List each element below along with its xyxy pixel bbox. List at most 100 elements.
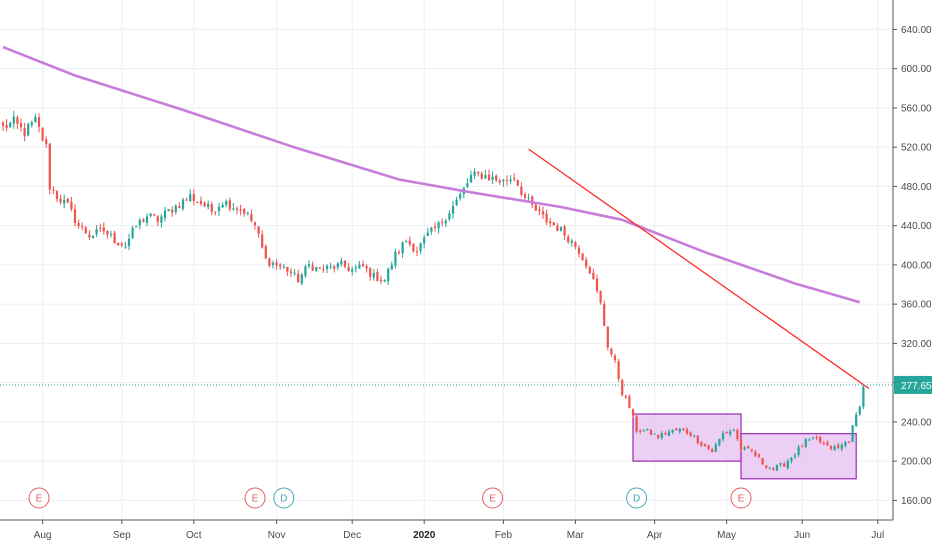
candle	[509, 175, 512, 185]
candle-body	[426, 232, 429, 237]
candle-body	[721, 433, 725, 440]
candle	[153, 213, 156, 217]
moving-average-line	[2, 45, 861, 304]
candle	[541, 206, 545, 220]
candle	[113, 230, 116, 244]
candle-body	[603, 303, 606, 326]
x-tick-label: Aug	[34, 530, 52, 541]
candle-body	[347, 267, 350, 271]
candle-body	[203, 202, 206, 207]
candle	[585, 256, 588, 269]
candle	[232, 202, 235, 212]
candle	[354, 264, 357, 273]
candle	[451, 200, 455, 219]
candle	[135, 225, 138, 228]
candle-body	[685, 429, 689, 434]
candle	[736, 428, 739, 441]
candle	[822, 441, 825, 446]
x-axis[interactable]: Aug Sep Oct Nov Dec 2020 Feb Mar Apr May Jun Jul	[0, 519, 893, 550]
earnings-marker[interactable]: E	[244, 487, 266, 509]
candle-body	[153, 214, 156, 216]
y-tick-label: 240.00	[901, 417, 932, 428]
candle-body	[376, 272, 379, 282]
candle-body	[570, 240, 573, 243]
candle	[513, 173, 516, 182]
candle-body	[52, 189, 55, 191]
candle	[394, 248, 397, 269]
earnings-marker[interactable]: E	[730, 487, 752, 509]
candle-body	[135, 225, 138, 228]
candle-body	[261, 234, 264, 248]
last-price-label: 277.65	[901, 381, 932, 392]
candle-body	[671, 429, 674, 433]
candle-body	[786, 460, 789, 469]
x-tick-label: Mar	[567, 530, 585, 541]
y-axis[interactable]: 160.00200.00240.00280.00320.00360.00400.…	[892, 0, 932, 550]
candle	[574, 240, 577, 250]
candle-body	[844, 442, 847, 446]
candle	[703, 443, 707, 447]
candle	[851, 425, 854, 443]
candle	[372, 268, 375, 281]
candle-body	[253, 222, 257, 226]
dividend-marker[interactable]: D	[626, 487, 648, 509]
candle-body	[217, 206, 221, 212]
candle	[567, 234, 570, 244]
candle	[721, 430, 725, 442]
candle	[603, 300, 606, 327]
x-tick-label: Oct	[186, 530, 202, 541]
candle	[545, 209, 548, 226]
candle-body	[793, 455, 797, 457]
candle-body	[613, 355, 617, 361]
candle	[12, 110, 15, 129]
candle-body	[707, 445, 710, 449]
candle	[325, 263, 329, 274]
candle	[221, 202, 224, 209]
candle-body	[513, 178, 516, 180]
candle-body	[797, 447, 800, 455]
candle-body	[646, 428, 649, 431]
earnings-marker[interactable]: E	[482, 487, 504, 509]
candle-body	[394, 251, 397, 266]
candle	[847, 440, 851, 444]
candle	[99, 223, 102, 233]
candle-body	[264, 246, 267, 259]
candle-body	[491, 176, 494, 180]
dividend-marker[interactable]: D	[273, 487, 295, 509]
candle	[520, 182, 523, 197]
candle-body	[297, 273, 300, 283]
candle	[361, 260, 365, 267]
candle-body	[99, 227, 102, 229]
candle-body	[45, 139, 48, 144]
candle	[59, 194, 62, 205]
earnings-marker[interactable]: E	[28, 487, 50, 509]
candle	[743, 446, 746, 451]
candle	[581, 252, 584, 262]
candle-body	[30, 122, 33, 126]
candle	[66, 197, 69, 204]
candle-body	[653, 433, 656, 435]
candle	[41, 127, 44, 142]
candle-body	[559, 227, 563, 231]
candle	[293, 269, 296, 276]
candle-body	[318, 267, 321, 269]
candle	[606, 326, 609, 351]
candle	[376, 268, 379, 282]
candle-body	[304, 266, 307, 276]
candle-body	[221, 204, 224, 208]
candle-body	[77, 222, 80, 226]
candle-body	[451, 205, 455, 214]
candle-body	[88, 234, 91, 238]
candle-body	[401, 242, 404, 254]
candle-body	[5, 125, 8, 129]
y-tick-label: 520.00	[901, 143, 932, 154]
candle	[77, 219, 80, 229]
candle-body	[858, 407, 861, 415]
candle	[592, 268, 595, 280]
candle-body	[495, 175, 498, 181]
candle-body	[729, 431, 732, 435]
candle	[405, 239, 408, 243]
